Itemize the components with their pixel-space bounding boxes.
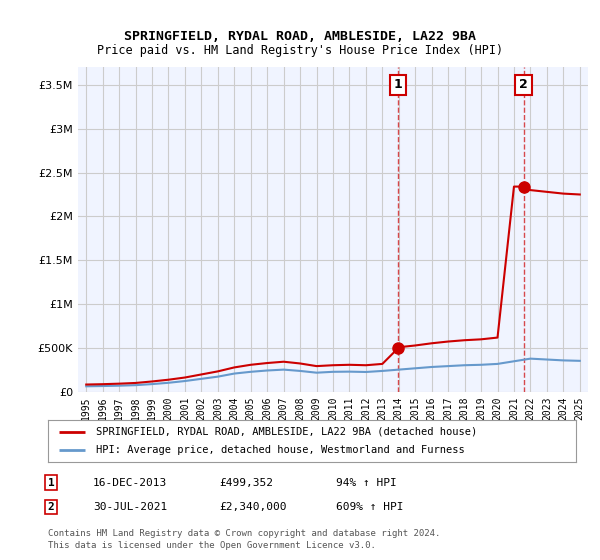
Text: SPRINGFIELD, RYDAL ROAD, AMBLESIDE, LA22 9BA: SPRINGFIELD, RYDAL ROAD, AMBLESIDE, LA22… xyxy=(124,30,476,43)
Text: 2: 2 xyxy=(47,502,55,512)
Text: 94% ↑ HPI: 94% ↑ HPI xyxy=(336,478,397,488)
Text: 16-DEC-2013: 16-DEC-2013 xyxy=(93,478,167,488)
Text: £2,340,000: £2,340,000 xyxy=(219,502,287,512)
Text: This data is licensed under the Open Government Licence v3.0.: This data is licensed under the Open Gov… xyxy=(48,542,376,550)
Text: HPI: Average price, detached house, Westmorland and Furness: HPI: Average price, detached house, West… xyxy=(95,445,464,455)
Text: SPRINGFIELD, RYDAL ROAD, AMBLESIDE, LA22 9BA (detached house): SPRINGFIELD, RYDAL ROAD, AMBLESIDE, LA22… xyxy=(95,427,477,437)
Text: Contains HM Land Registry data © Crown copyright and database right 2024.: Contains HM Land Registry data © Crown c… xyxy=(48,529,440,538)
Text: Price paid vs. HM Land Registry's House Price Index (HPI): Price paid vs. HM Land Registry's House … xyxy=(97,44,503,57)
Text: £499,352: £499,352 xyxy=(219,478,273,488)
Text: 1: 1 xyxy=(47,478,55,488)
Text: 609% ↑ HPI: 609% ↑ HPI xyxy=(336,502,404,512)
Text: 1: 1 xyxy=(394,78,403,91)
Text: 30-JUL-2021: 30-JUL-2021 xyxy=(93,502,167,512)
Text: 2: 2 xyxy=(519,78,528,91)
